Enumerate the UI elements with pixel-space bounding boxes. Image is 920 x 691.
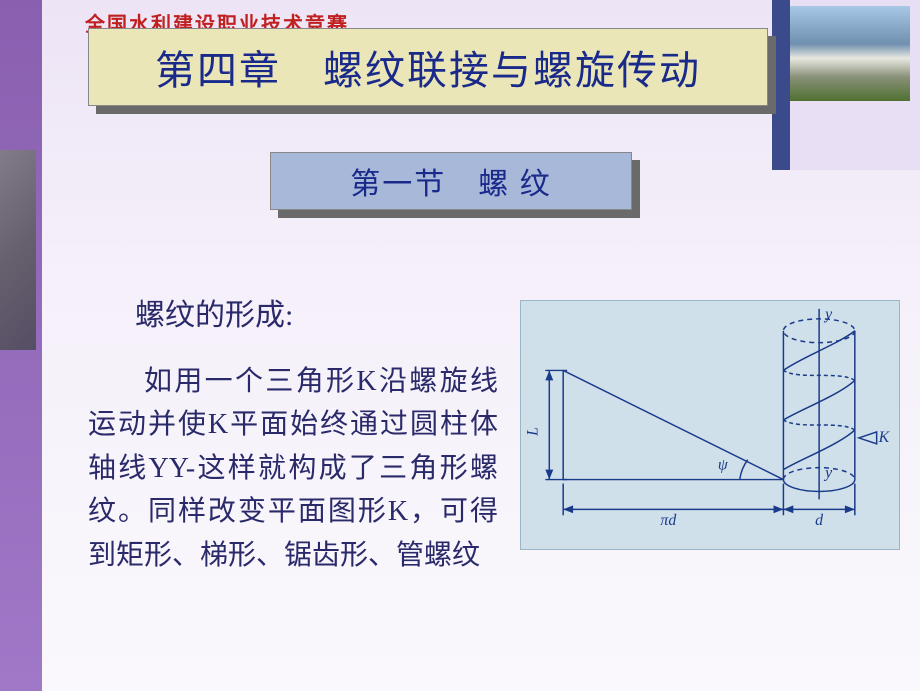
chapter-title-box: 第四章 螺纹联接与螺旋传动 <box>88 28 768 106</box>
chapter-box-face: 第四章 螺纹联接与螺旋传动 <box>88 28 768 106</box>
subheading: 螺纹的形成: <box>135 290 293 334</box>
section-title-text: 第一节 螺 纹 <box>350 159 552 203</box>
section-title-box: 第一节 螺 纹 <box>270 152 632 210</box>
left-photo-strip <box>0 150 36 350</box>
pi-d-label: πd <box>660 512 676 529</box>
body-paragraph: 如用一个三角形K沿螺旋线运动并使K平面始终通过圆柱体轴线YY-这样就构成了三角形… <box>88 360 498 577</box>
d-label: d <box>815 512 823 529</box>
thread-formation-diagram: y y K L ψ πd d <box>520 300 900 550</box>
chapter-title-text: 第四章 螺纹联接与螺旋传动 <box>155 38 701 96</box>
height-L-label: L <box>524 427 541 437</box>
angle-psi-label: ψ <box>718 457 729 474</box>
k-label: K <box>878 429 891 446</box>
axis-bottom-label: y <box>823 465 833 482</box>
axis-top-label: y <box>823 306 833 323</box>
section-box-face: 第一节 螺 纹 <box>270 152 632 210</box>
top-right-photo <box>790 6 910 101</box>
